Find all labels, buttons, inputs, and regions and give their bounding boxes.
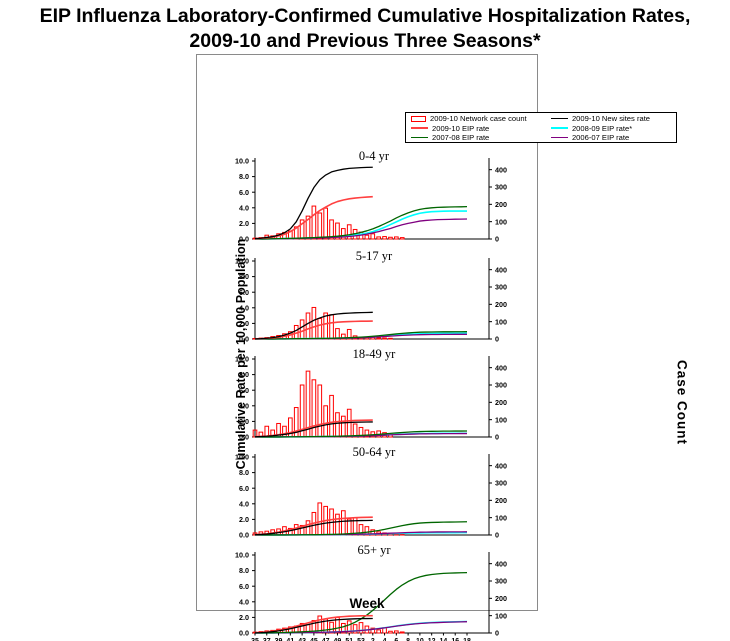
legend-swatch-line-icon <box>550 127 568 130</box>
svg-text:300: 300 <box>495 183 507 192</box>
svg-text:8.0: 8.0 <box>239 172 249 181</box>
svg-text:0: 0 <box>495 531 499 540</box>
svg-text:2.0: 2.0 <box>239 219 249 228</box>
legend-item-2009-10-eip-rate: 2009-10 EIP rate <box>406 124 551 134</box>
svg-text:300: 300 <box>495 381 507 390</box>
legend-swatch-line-icon <box>411 137 428 139</box>
legend-swatch-line-icon <box>411 127 428 130</box>
svg-text:8.0: 8.0 <box>239 370 249 379</box>
svg-text:100: 100 <box>495 317 507 326</box>
svg-text:0.0: 0.0 <box>239 235 249 244</box>
svg-text:2.0: 2.0 <box>239 613 249 622</box>
svg-text:200: 200 <box>495 398 507 407</box>
svg-text:0: 0 <box>495 235 499 244</box>
svg-text:0.0: 0.0 <box>239 531 249 540</box>
svg-text:200: 200 <box>495 496 507 505</box>
svg-text:400: 400 <box>495 363 507 372</box>
legend-label: 2007-08 EIP rate <box>432 133 490 143</box>
svg-text:10.0: 10.0 <box>235 157 249 166</box>
svg-text:4.0: 4.0 <box>239 303 249 312</box>
svg-text:8.0: 8.0 <box>239 566 249 575</box>
legend-label: 2009-10 EIP rate <box>432 123 490 133</box>
panel-title: 65+ yr <box>357 543 391 557</box>
svg-text:100: 100 <box>495 217 507 226</box>
svg-text:4.0: 4.0 <box>239 499 249 508</box>
svg-text:400: 400 <box>495 461 507 470</box>
legend-item-new-sites-rate: 2009-10 New sites rate <box>550 114 676 124</box>
x-axis-title: Week <box>349 596 385 611</box>
svg-text:10.0: 10.0 <box>235 257 249 266</box>
chart-frame: 2009-10 Network case count 2009-10 New s… <box>196 54 690 641</box>
panel-title: 18-49 yr <box>352 347 396 361</box>
svg-text:200: 200 <box>495 594 507 603</box>
svg-text:4.0: 4.0 <box>239 203 249 212</box>
svg-text:8.0: 8.0 <box>239 468 249 477</box>
chart-panel-0-4-yr: 0.0 2.0 4.0 6.0 8.0 10.0 0 100 200 300 400 0-4 yr <box>197 147 539 247</box>
legend-swatch-box-icon <box>411 115 426 122</box>
svg-text:4.0: 4.0 <box>239 401 249 410</box>
svg-text:200: 200 <box>495 200 507 209</box>
legend-row: 2007-08 EIP rate 2006-07 EIP rate <box>406 133 676 143</box>
legend-row: 2009-10 Network case count 2009-10 New s… <box>406 114 676 124</box>
svg-text:100: 100 <box>495 611 507 620</box>
legend-swatch-line-icon <box>550 137 568 139</box>
svg-text:300: 300 <box>495 283 507 292</box>
legend-item-2008-09-eip-rate: 2008-09 EIP rate* <box>550 123 676 134</box>
svg-text:0.0: 0.0 <box>239 335 249 344</box>
svg-text:6.0: 6.0 <box>239 386 249 395</box>
svg-text:10.0: 10.0 <box>235 453 249 462</box>
legend-label: 2009-10 New sites rate <box>571 114 651 124</box>
svg-text:10.0: 10.0 <box>235 551 249 560</box>
panel-title: 5-17 yr <box>355 249 393 263</box>
chart-legend: 2009-10 Network case count 2009-10 New s… <box>405 112 677 143</box>
svg-text:6.0: 6.0 <box>239 288 249 297</box>
legend-label: 2008-09 EIP rate* <box>571 123 633 133</box>
svg-text:2.0: 2.0 <box>239 417 249 426</box>
panel-title: 50-64 yr <box>352 445 396 459</box>
svg-text:4.0: 4.0 <box>239 597 249 606</box>
svg-text:0: 0 <box>495 433 499 442</box>
svg-text:6.0: 6.0 <box>239 582 249 591</box>
legend-swatch-line-icon <box>550 118 568 120</box>
svg-text:6.0: 6.0 <box>239 484 249 493</box>
svg-text:2.0: 2.0 <box>239 515 249 524</box>
chart-panel-5-17-yr: 0.0 2.0 4.0 6.0 8.0 10.0 0 100 200 300 400 5-17 yr <box>197 247 539 347</box>
svg-text:2.0: 2.0 <box>239 319 249 328</box>
title-line-1: EIP Influenza Laboratory-Confirmed Cumul… <box>39 5 691 27</box>
chart-panel-50-64-yr: 0.0 2.0 4.0 6.0 8.0 10.0 0 100 200 300 400 50-64 yr <box>197 443 539 543</box>
chart-panel-65+-yr: 0.02.04.06.08.010.0010020030040035373941… <box>197 541 539 641</box>
svg-text:300: 300 <box>495 577 507 586</box>
svg-text:0: 0 <box>495 335 499 344</box>
y-axis-title-right: Case Count <box>674 359 690 445</box>
legend-item-network-case-count: 2009-10 Network case count <box>406 114 551 124</box>
svg-text:300: 300 <box>495 479 507 488</box>
svg-text:200: 200 <box>495 300 507 309</box>
svg-text:400: 400 <box>495 559 507 568</box>
svg-text:6.0: 6.0 <box>239 188 249 197</box>
svg-text:0: 0 <box>495 629 499 638</box>
legend-item-2007-08-eip-rate: 2007-08 EIP rate <box>406 133 551 143</box>
svg-text:8.0: 8.0 <box>239 272 249 281</box>
legend-row: 2009-10 EIP rate 2008-09 EIP rate* <box>406 124 676 134</box>
chart-panel-18-49-yr: 0.0 2.0 4.0 6.0 8.0 10.0 0 100 200 300 400 18-49 yr <box>197 345 539 445</box>
svg-text:10.0: 10.0 <box>235 355 249 364</box>
svg-text:100: 100 <box>495 415 507 424</box>
svg-text:0.0: 0.0 <box>239 433 249 442</box>
legend-label: 2009-10 Network case count <box>430 114 527 124</box>
svg-text:0.0: 0.0 <box>239 629 249 638</box>
legend-label: 2006-07 EIP rate <box>571 133 630 143</box>
legend-item-2006-07-eip-rate: 2006-07 EIP rate <box>550 133 676 143</box>
svg-text:400: 400 <box>495 265 507 274</box>
panel-title: 0-4 yr <box>358 149 390 163</box>
page-title: EIP Influenza Laboratory-Confirmed Cumul… <box>0 4 730 54</box>
svg-text:100: 100 <box>495 513 507 522</box>
svg-text:400: 400 <box>495 165 507 174</box>
title-line-2: 2009-10 and Previous Three Seasons* <box>189 30 541 52</box>
